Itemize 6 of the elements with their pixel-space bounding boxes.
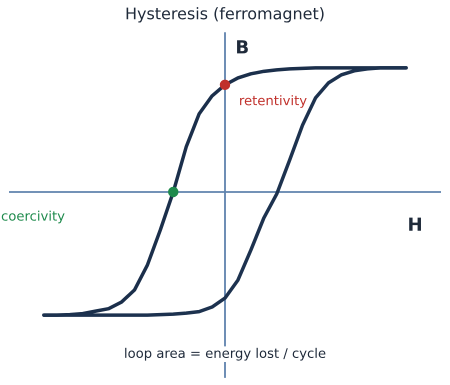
chart-title: Hysteresis (ferromagnet) [126,7,324,23]
annotation: retentivity [240,95,307,108]
annotation: coercivity [2,210,65,224]
y-axis-title: B [237,40,248,54]
x-axis-title: H [409,218,421,231]
text: loop area = energy lost / cycle [125,348,326,361]
